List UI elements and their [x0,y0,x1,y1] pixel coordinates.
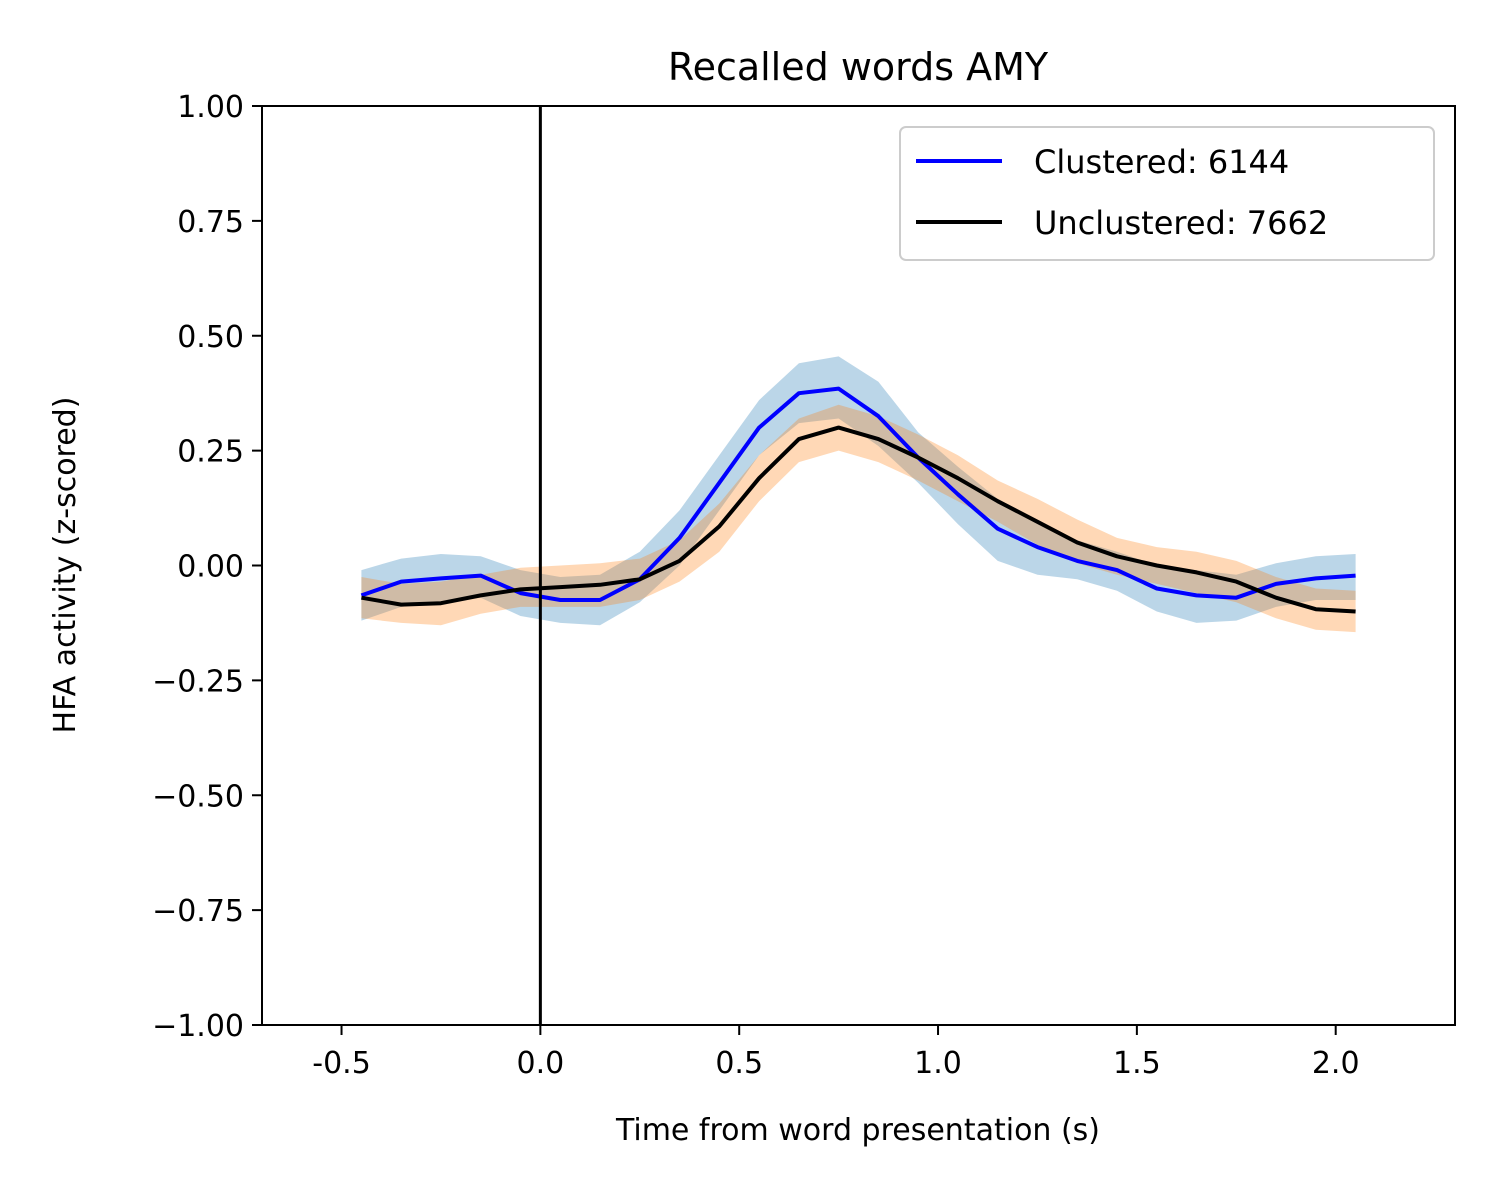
y-tick-label: 0.50 [177,320,244,355]
series-line-clustered [360,386,1356,602]
y-axis-label: HFA activity (z-scored) [48,397,83,734]
y-tick-label: −0.75 [152,894,244,929]
x-axis-label: Time from word presentation (s) [615,1113,1100,1148]
legend: Clustered: 6144 Unclustered: 7662 [899,126,1435,261]
x-tick-label: 0.0 [517,1046,565,1081]
y-tick-label: 1.00 [177,90,244,125]
y-tick-label: −0.25 [152,664,244,699]
y-axis-ticks: 1.00 0.75 0.50 0.25 0.00 −0.25 −0.50 −0.75 −1.00 [152,90,262,1044]
x-tick-label: -0.5 [312,1046,371,1081]
band-clustered [361,356,1356,626]
x-tick-label: 0.5 [715,1046,763,1081]
y-tick-label: −0.50 [152,779,244,814]
legend-box [899,126,1435,261]
confidence-bands [361,356,1356,633]
legend-label-clustered: Clustered: 6144 [1034,143,1289,181]
y-tick-label: 0.75 [177,205,244,240]
series-lines [360,386,1356,614]
x-tick-label: 2.0 [1312,1046,1360,1081]
chart-title: Recalled words AMY [668,45,1049,89]
band-unclustered [361,404,1356,633]
x-tick-label: 1.0 [914,1046,962,1081]
y-tick-label: −1.00 [152,1009,244,1044]
y-tick-label: 0.25 [177,435,244,470]
series-line-unclustered [361,425,1356,614]
x-tick-label: 1.5 [1113,1046,1161,1081]
x-axis-ticks: -0.5 0.0 0.5 1.0 1.5 2.0 [312,1025,1360,1081]
legend-label-unclustered: Unclustered: 7662 [1034,204,1328,242]
y-tick-label: 0.00 [177,550,244,585]
